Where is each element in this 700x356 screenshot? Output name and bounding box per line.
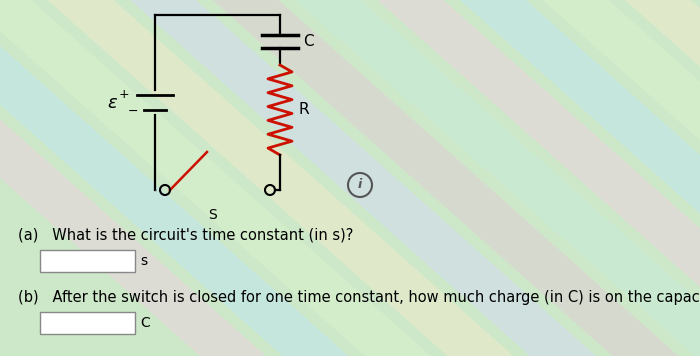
Polygon shape — [48, 0, 514, 356]
Text: s: s — [140, 254, 147, 268]
Polygon shape — [0, 0, 431, 356]
Polygon shape — [0, 0, 349, 356]
Text: R: R — [298, 103, 309, 117]
Text: (a)   What is the circuit's time constant (in s)?: (a) What is the circuit's time constant … — [18, 228, 354, 243]
Polygon shape — [542, 0, 700, 356]
FancyBboxPatch shape — [40, 312, 135, 334]
Polygon shape — [377, 0, 700, 356]
Text: i: i — [358, 178, 362, 192]
Polygon shape — [460, 0, 700, 356]
Text: ε: ε — [107, 94, 117, 111]
Polygon shape — [0, 0, 266, 356]
Text: C: C — [303, 34, 314, 49]
Polygon shape — [130, 0, 596, 356]
Text: (b)   After the switch is closed for one time constant, how much charge (in C) i: (b) After the switch is closed for one t… — [18, 290, 700, 305]
FancyBboxPatch shape — [40, 250, 135, 272]
Text: C: C — [140, 316, 150, 330]
Polygon shape — [625, 0, 700, 356]
Text: +: + — [118, 88, 129, 100]
Polygon shape — [213, 0, 678, 356]
Text: S: S — [208, 208, 217, 222]
Polygon shape — [295, 0, 700, 356]
Text: −: − — [127, 105, 138, 117]
